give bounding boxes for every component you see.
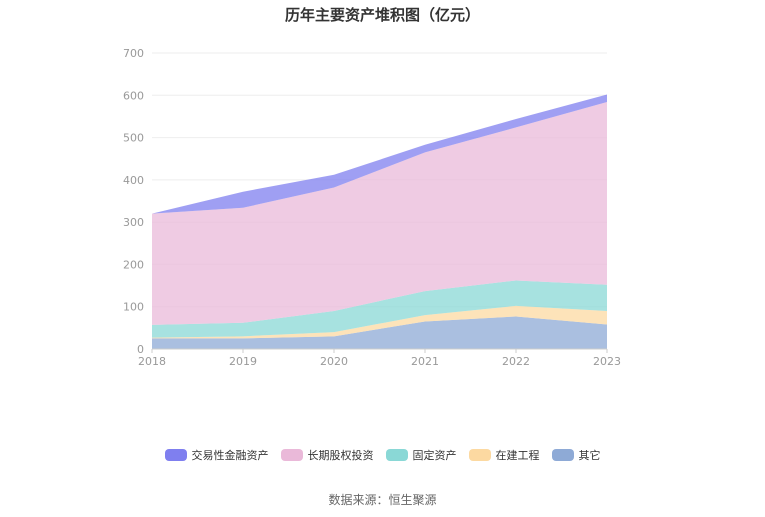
legend-label: 在建工程 <box>495 449 540 462</box>
x-tick-label: 2020 <box>320 355 348 368</box>
y-tick-label: 100 <box>123 301 144 314</box>
legend-item[interactable]: 长期股权投资 <box>280 447 374 463</box>
y-tick-label: 200 <box>123 258 144 271</box>
legend-label: 长期股权投资 <box>307 449 374 462</box>
legend-label: 交易性金融资产 <box>191 449 269 462</box>
y-tick-label: 600 <box>123 89 144 102</box>
legend-label: 固定资产 <box>412 449 457 462</box>
legend-swatch <box>164 449 187 461</box>
legend-swatch <box>468 449 491 461</box>
x-tick-label: 2023 <box>593 355 621 368</box>
x-tick-label: 2022 <box>502 355 530 368</box>
y-tick-label: 300 <box>123 216 144 229</box>
legend-item[interactable]: 在建工程 <box>468 447 540 463</box>
y-tick-label: 400 <box>123 174 144 187</box>
chart-legend: 交易性金融资产 长期股权投资 固定资产 在建工程 其它 <box>0 447 765 463</box>
legend-swatch <box>551 449 574 461</box>
legend-item[interactable]: 其它 <box>551 447 601 463</box>
area-series <box>152 316 607 349</box>
area-series <box>152 280 607 338</box>
data-source-note: 数据来源：恒生聚源 <box>328 493 437 507</box>
y-tick-label: 0 <box>137 343 144 356</box>
x-tick-label: 2019 <box>229 355 257 368</box>
legend-swatch <box>385 449 408 461</box>
legend-item[interactable]: 固定资产 <box>385 447 457 463</box>
legend-swatch <box>280 449 303 461</box>
y-tick-label: 500 <box>123 132 144 145</box>
legend-label: 其它 <box>578 449 601 462</box>
area-series <box>152 102 607 325</box>
chart-title: 历年主要资产堆积图（亿元） <box>284 6 480 24</box>
y-tick-label: 700 <box>123 47 144 60</box>
area-series <box>152 305 607 339</box>
x-tick-label: 2021 <box>411 355 439 368</box>
legend-item[interactable]: 交易性金融资产 <box>164 447 269 463</box>
x-tick-label: 2018 <box>138 355 166 368</box>
